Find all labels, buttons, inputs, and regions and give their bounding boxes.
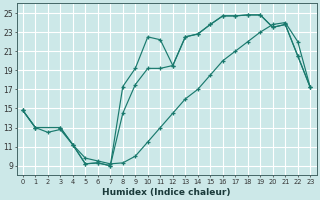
X-axis label: Humidex (Indice chaleur): Humidex (Indice chaleur) [102,188,231,197]
